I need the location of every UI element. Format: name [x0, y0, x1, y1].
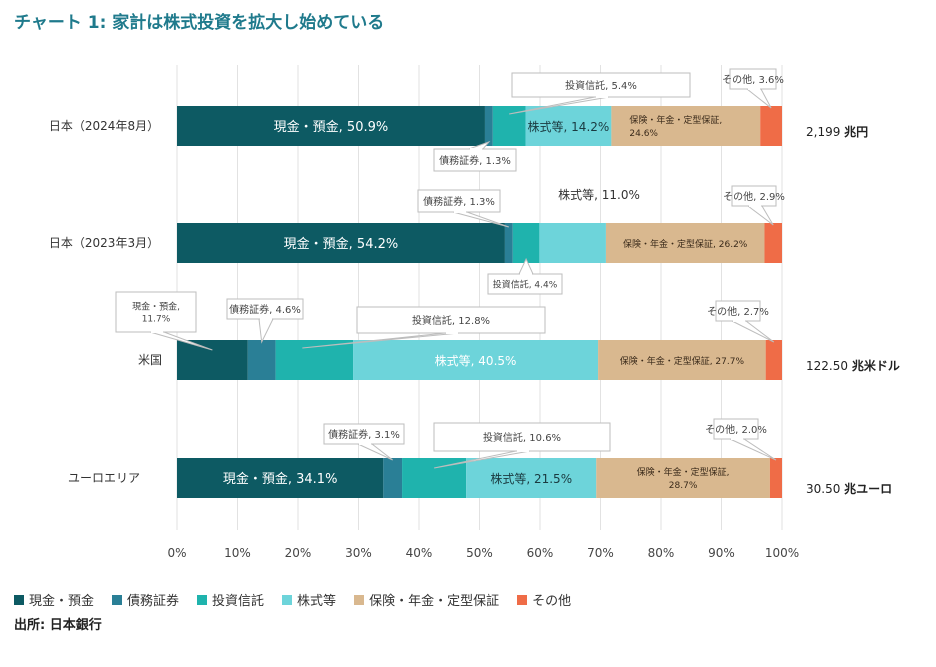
- callout-label: 投資信託, 10.6%: [483, 431, 561, 444]
- source-note: 出所: 日本銀行: [14, 618, 102, 633]
- bar-segment-trusts: [275, 340, 354, 380]
- stacked-bar-chart: 0% 10% 20% 30% 40% 50% 60% 70% 80% 90% 100% 日本（2024…: [49, 65, 900, 560]
- data-label: 現金・預金, 50.9%: [274, 119, 389, 135]
- legend-swatch: [517, 594, 528, 605]
- callout-pointer: [357, 443, 393, 461]
- callout-pointer: [258, 318, 274, 344]
- bar-segment-other: [760, 106, 782, 146]
- legend-item-stocks: 株式等: [282, 590, 336, 609]
- legend-item-other: その他: [517, 590, 571, 609]
- bar-segment-other: [764, 223, 782, 263]
- category-label: 日本（2024年8月）: [49, 119, 159, 133]
- data-label: 保険・年金・定型保証, 27.7%: [620, 355, 745, 367]
- callout-label: その他, 2.9%: [723, 190, 785, 203]
- x-tick-label: 30%: [345, 546, 372, 560]
- total-label: 122.50 兆米ドル: [806, 358, 900, 373]
- legend-item-insurance: 保険・年金・定型保証: [354, 590, 499, 609]
- callout-pointer: [729, 438, 777, 461]
- legend-item-trusts: 投資信託: [197, 590, 264, 609]
- legend-label: 保険・年金・定型保証: [369, 594, 500, 609]
- x-tick-label: 100%: [765, 546, 799, 560]
- bar-segment-stocks: [466, 458, 597, 498]
- x-tick-label: 0%: [167, 546, 186, 560]
- callout-label: 債務証券, 3.1%: [328, 428, 400, 441]
- bar-segment-insurance: [611, 106, 761, 146]
- legend-label: 株式等: [297, 594, 337, 609]
- data-label: 保険・年金・定型保証,: [637, 466, 730, 478]
- x-tick-label: 50%: [466, 546, 493, 560]
- callout-label: 債務証券, 1.3%: [423, 195, 495, 208]
- callout-label: 投資信託, 5.4%: [565, 79, 637, 92]
- total-label: 30.50 兆ユーロ: [806, 481, 892, 496]
- legend-item-cash: 現金・預金: [14, 590, 94, 609]
- x-tick-label: 80%: [648, 546, 675, 560]
- data-label: 現金・預金, 54.2%: [284, 236, 399, 252]
- callout-label: その他, 3.6%: [722, 73, 784, 86]
- bar-segment-other: [765, 340, 782, 380]
- category-label: 日本（2023年3月）: [49, 236, 159, 250]
- bar-segment-insurance: [596, 458, 770, 498]
- callout-label: その他, 2.7%: [707, 305, 769, 318]
- bar-segment-bonds: [247, 340, 276, 380]
- callout-box: [433, 422, 611, 452]
- legend-swatch: [282, 594, 293, 605]
- legend-label: 現金・預金: [29, 594, 95, 609]
- callout-label: 11.7%: [142, 315, 171, 325]
- bar-segment-cash: [177, 458, 384, 498]
- x-tick-label: 20%: [285, 546, 312, 560]
- bar-segment-insurance: [605, 223, 765, 263]
- bar-segment-cash: [177, 340, 248, 380]
- bar-segment-stocks: [525, 106, 612, 146]
- data-label: 株式等, 14.2%: [528, 119, 610, 134]
- x-tick-label: 60%: [527, 546, 554, 560]
- chart-title: チャート 1: 家計は株式投資を拡大し始めている: [14, 13, 385, 33]
- bar-segment-stocks: [539, 223, 606, 263]
- callout-label: 投資信託, 4.4%: [493, 279, 558, 291]
- legend-swatch: [197, 594, 208, 605]
- category-label: ユーロエリア: [68, 471, 140, 485]
- data-label: 28.7%: [669, 481, 698, 491]
- data-label: 株式等, 40.5%: [435, 353, 517, 368]
- x-tick-label: 10%: [224, 546, 251, 560]
- category-label: 米国: [138, 353, 162, 367]
- callout-label: 現金・預金,: [132, 301, 180, 313]
- data-label: 株式等, 11.0%: [558, 187, 640, 202]
- legend-item-bonds: 債務証券: [112, 590, 179, 609]
- callout-label: 債務証券, 4.6%: [229, 303, 301, 316]
- callout-pointer: [745, 88, 772, 109]
- bar-segment-insurance: [598, 340, 766, 380]
- bar-segment-bonds: [383, 458, 403, 498]
- callout-label: 投資信託, 12.8%: [412, 314, 490, 327]
- legend-swatch: [112, 594, 123, 605]
- callout-pointer: [731, 320, 775, 343]
- legend-swatch: [14, 594, 24, 605]
- total-label: 2,199 兆円: [806, 124, 868, 139]
- x-tick-label: 40%: [406, 546, 433, 560]
- legend-swatch: [354, 594, 365, 605]
- legend-label: その他: [532, 594, 572, 609]
- bar-segment-cash: [177, 106, 485, 146]
- callout-box: [115, 291, 197, 333]
- data-label: 現金・預金, 34.1%: [223, 471, 338, 487]
- data-label: 株式等, 21.5%: [490, 471, 572, 486]
- bar-segment-bonds: [504, 223, 513, 263]
- chart-legend: 現金・預金 債務証券 投資信託 株式等 保険・年金・定型保証 その他: [14, 590, 571, 609]
- legend-label: 投資信託: [212, 594, 265, 609]
- bar-segment-bonds: [484, 106, 493, 146]
- bar-segment-cash: [177, 223, 505, 263]
- bar-segment-other: [769, 458, 782, 498]
- bar-segment-stocks: [353, 340, 599, 380]
- x-tick-label: 90%: [708, 546, 735, 560]
- bar-segment-trusts: [512, 223, 540, 263]
- data-label: 保険・年金・定型保証,: [629, 114, 722, 126]
- legend-label: 債務証券: [127, 594, 180, 609]
- data-label: 保険・年金・定型保証, 26.2%: [623, 238, 748, 250]
- bar-segment-trusts: [492, 106, 526, 146]
- callout-label: 債務証券, 1.3%: [439, 154, 511, 167]
- data-label: 24.6%: [629, 129, 658, 139]
- callout-box: [356, 306, 546, 334]
- callout-pointer: [746, 205, 774, 226]
- x-tick-label: 70%: [587, 546, 614, 560]
- callout-label: その他, 2.0%: [705, 423, 767, 436]
